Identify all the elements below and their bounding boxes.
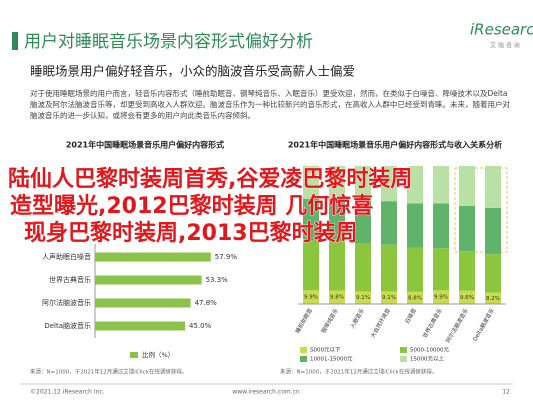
overlay-text: 造型曝光,2012巴黎时装周 几何惊喜 — [10, 193, 373, 219]
logo-sub: 艾 瑞 咨 询 — [490, 42, 520, 50]
source: 来源：N=1000，于2021年12月通过艾瑞iClick在线调研获得。 — [280, 368, 437, 376]
subtitle: 睡眠场景用户偏好轻音乐，小众的脑波音乐受高薪人士偏爱 — [30, 64, 355, 79]
bar-segment — [459, 166, 475, 206]
bar-segment — [433, 290, 449, 304]
bar-segment — [433, 166, 449, 204]
bar-segment — [485, 254, 501, 293]
bar-segment — [433, 203, 449, 249]
value-label: 8.8% — [408, 295, 422, 301]
category-label: 阿尔法脑波音乐 — [42, 298, 91, 307]
bar-segment — [485, 166, 501, 208]
value-label: 9.1% — [356, 295, 370, 301]
value-label: 53.3% — [206, 276, 229, 284]
bar-segment — [459, 205, 475, 252]
value-label: 57.9% — [215, 253, 238, 261]
legend-label: 5000元以下 — [310, 347, 341, 354]
value-label: 9.8% — [330, 295, 344, 301]
bar-segment — [407, 203, 423, 248]
category-label: 人声助眠白噪音 — [42, 252, 91, 261]
copyright: ©2021.12 iResearch Inc. — [30, 389, 105, 396]
bar-segment — [433, 248, 449, 291]
value-label: 9.1% — [382, 295, 396, 301]
value-label: 9.6% — [460, 295, 474, 301]
bar-segment — [459, 251, 475, 291]
bar-segment — [329, 241, 345, 291]
page-title: 用户对睡眠音乐场景内容形式偏好分析 — [24, 32, 313, 52]
legend-label: 5000-10000元 — [410, 347, 449, 354]
legend-swatch — [400, 356, 407, 362]
bar-segment — [303, 290, 319, 304]
paragraph-box: 对于使用睡眠场景的用户而言，轻音乐内容形式（睡前助眠音、钢琴纯音乐、入眠音乐）更… — [30, 89, 510, 120]
overlay-text: 陆仙人巴黎时装周首秀,谷爱凌巴黎时装周 — [8, 166, 412, 192]
legend-swatch — [300, 356, 307, 362]
bar-segment — [407, 247, 423, 292]
bar — [95, 275, 202, 285]
value-label: 8.2% — [486, 296, 500, 302]
source: 来源：N=1000，于2021年12月通过艾瑞iClick在线调研获得。 — [30, 368, 187, 376]
legend-swatch — [300, 347, 307, 353]
bar-segment — [459, 290, 475, 304]
value-label: 9.9% — [304, 295, 318, 301]
bar-segment — [303, 166, 319, 199]
bar — [95, 298, 191, 308]
chart-title: 2021年中国睡眠场景音乐用户偏好内容形式与收入关系分析 — [288, 140, 502, 150]
legend-label: 15000元以上 — [410, 355, 444, 363]
bar-segment — [355, 243, 371, 292]
legend-label: 10001-15000元 — [310, 356, 353, 363]
bar-segment — [485, 292, 501, 304]
bar-segment — [355, 291, 371, 304]
bar-segment — [381, 291, 397, 304]
bar-segment — [381, 244, 397, 292]
value-label: 45.0% — [189, 322, 212, 330]
chart-title: 2021年中国睡眠场景音乐用户偏好内容形式 — [66, 140, 224, 150]
category-label: Delta脑波音乐 — [44, 321, 91, 330]
bar-segment — [381, 166, 397, 202]
bar — [95, 252, 211, 262]
bar-segment — [407, 166, 423, 204]
bar-segment — [407, 291, 423, 304]
value-label: 47.8% — [195, 299, 218, 307]
category-label: 世界古典音乐 — [49, 275, 91, 284]
bar-segment — [329, 199, 345, 242]
page-number: 12 — [502, 389, 510, 396]
bar-segment — [303, 240, 319, 291]
bar-segment — [329, 290, 345, 304]
value-label: 9.9% — [434, 295, 448, 301]
logo: iResearch — [470, 21, 533, 39]
bar-segment — [485, 207, 501, 255]
title-bar — [12, 32, 18, 50]
overlay-text: 现身巴黎时装周,2013巴黎时装周 — [24, 220, 358, 246]
legend-swatch — [400, 347, 407, 353]
legend-swatch — [130, 352, 138, 358]
bar-segment — [355, 200, 371, 244]
legend-label: 比例（%） — [142, 350, 174, 359]
bar-segment — [355, 166, 371, 201]
site: www.iresearch.com.cn — [232, 389, 300, 396]
paragraph: 对于使用睡眠场景的用户而言，轻音乐内容形式（睡前助眠音、钢琴纯音乐、入眠音乐）更… — [30, 89, 510, 120]
bar-segment — [329, 166, 345, 200]
bar-segment — [303, 198, 319, 241]
highlight-box — [454, 167, 508, 253]
bar — [95, 321, 185, 331]
bar-segment — [381, 201, 397, 245]
